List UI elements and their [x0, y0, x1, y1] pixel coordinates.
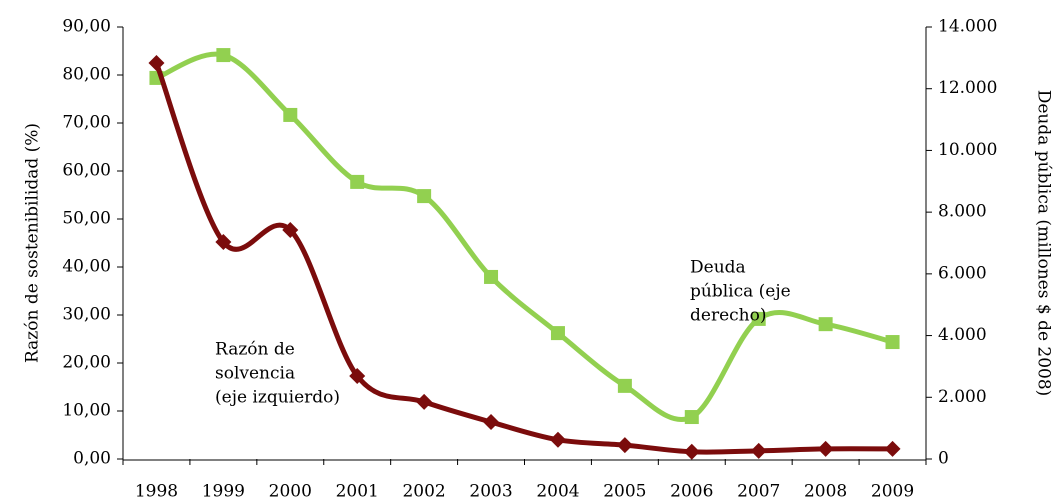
y2-tick-label: 4.000: [938, 325, 987, 345]
marker: [751, 311, 766, 326]
x-tick-label: 2009: [871, 482, 914, 502]
x-tick-label: 2006: [670, 482, 713, 502]
y-axis-title: Razón de sostenibilidad (%): [23, 123, 43, 363]
x-tick-label: 1998: [135, 482, 178, 502]
x-tick-label: 2007: [737, 482, 780, 502]
y-tick-label: 60,00: [62, 161, 111, 181]
y2-tick-label: 8.000: [938, 202, 987, 222]
annotation: derecho): [690, 306, 766, 326]
y-tick-label: 10,00: [62, 401, 111, 421]
y-tick-label: 90,00: [62, 17, 111, 37]
marker: [417, 189, 432, 204]
y2-tick-label: 2.000: [938, 387, 987, 407]
marker: [750, 442, 767, 459]
y2-tick-label: 12.000: [938, 78, 997, 98]
marker: [818, 317, 833, 332]
x-tick-label: 2005: [603, 482, 646, 502]
marker: [484, 269, 499, 284]
marker: [282, 222, 299, 239]
marker: [283, 107, 298, 122]
y2-axis-title: Deuda pública (millones $ de 2008): [1034, 90, 1054, 397]
y2-tick-label: 6.000: [938, 263, 987, 283]
y-tick-label: 50,00: [62, 209, 111, 229]
y-tick-label: 0,00: [73, 449, 111, 469]
x-tick-label: 1999: [202, 482, 245, 502]
annotation: Razón de: [215, 340, 295, 360]
y-tick-label: 40,00: [62, 257, 111, 277]
x-tick-label: 2000: [269, 482, 312, 502]
marker: [683, 443, 700, 460]
y-tick-label: 80,00: [62, 65, 111, 85]
annotation: solvencia: [215, 364, 295, 384]
y2-tick-label: 14.000: [938, 17, 997, 37]
x-tick-label: 2002: [402, 482, 445, 502]
annotation: Deuda: [690, 258, 746, 278]
y-tick-label: 70,00: [62, 113, 111, 133]
marker: [617, 378, 632, 393]
y-tick-label: 30,00: [62, 305, 111, 325]
annotation: (eje izquierdo): [215, 388, 340, 408]
marker: [416, 393, 433, 410]
x-tick-label: 2001: [336, 482, 379, 502]
x-tick-label: 2003: [469, 482, 512, 502]
marker: [684, 410, 699, 425]
marker: [216, 48, 231, 63]
marker: [350, 174, 365, 189]
x-tick-label: 2004: [536, 482, 579, 502]
marker: [483, 414, 500, 431]
y2-tick-label: 10.000: [938, 140, 997, 160]
marker: [550, 326, 565, 341]
y2-tick-label: 0: [938, 449, 949, 469]
marker: [885, 335, 900, 350]
x-tick-label: 2008: [804, 482, 847, 502]
marker: [215, 234, 232, 251]
marker: [549, 431, 566, 448]
marker: [148, 55, 165, 71]
marker: [349, 367, 366, 384]
marker: [616, 437, 633, 454]
annotation: pública (eje: [690, 282, 791, 302]
y-tick-label: 20,00: [62, 353, 111, 373]
marker: [884, 440, 901, 457]
marker: [817, 440, 834, 457]
